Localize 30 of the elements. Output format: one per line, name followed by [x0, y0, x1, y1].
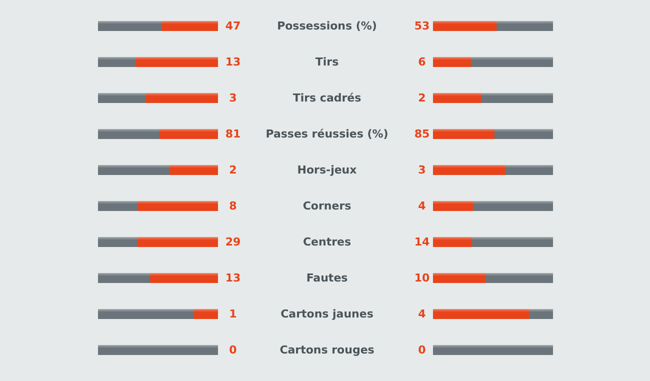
- data-label: 53: [414, 20, 430, 32]
- data-label: 2: [418, 92, 426, 104]
- category-label: Fautes: [306, 272, 348, 284]
- data-label: 0: [229, 344, 238, 356]
- data-label: 3: [229, 92, 237, 104]
- data-label: 47: [225, 20, 241, 32]
- data-label: 85: [414, 128, 430, 140]
- data-label: 8: [229, 200, 237, 212]
- category-label: Tirs: [315, 56, 340, 68]
- data-label: 4: [418, 308, 426, 320]
- category-label: Hors-jeux: [297, 164, 357, 176]
- data-label: 4: [418, 200, 426, 212]
- data-label: 14: [414, 236, 430, 248]
- data-label: 0: [418, 344, 426, 356]
- category-label: Cartons jaunes: [280, 308, 374, 320]
- data-label: 13: [225, 56, 241, 68]
- data-label: 3: [418, 164, 426, 176]
- category-label: Possessions (%): [277, 20, 377, 32]
- category-label: Passes réussies (%): [266, 128, 388, 140]
- data-label: 1: [229, 308, 237, 320]
- category-label: Tirs cadrés: [292, 92, 362, 104]
- data-label: 29: [225, 236, 241, 248]
- data-label: 6: [418, 56, 426, 68]
- data-label: 2: [229, 164, 237, 176]
- category-label: Cartons rouges: [280, 344, 375, 356]
- data-label: 10: [414, 272, 430, 284]
- category-label: Centres: [302, 236, 352, 248]
- category-label: Corners: [302, 200, 352, 212]
- data-label: 81: [225, 128, 241, 140]
- data-label: 13: [225, 272, 241, 284]
